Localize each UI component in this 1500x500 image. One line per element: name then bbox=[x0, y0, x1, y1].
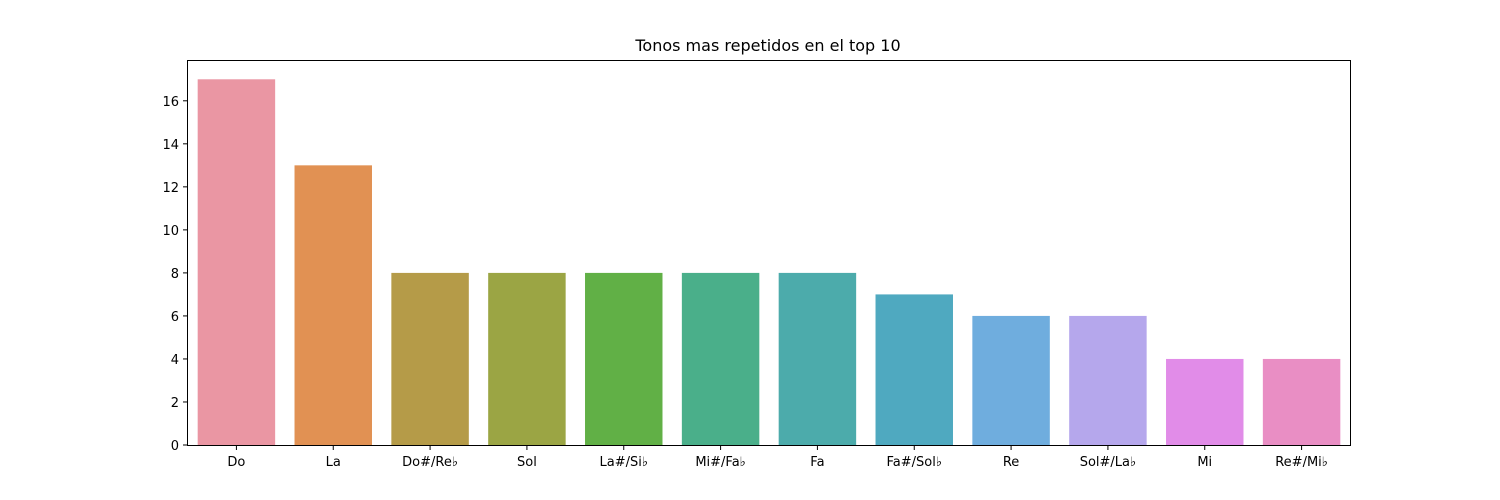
chart-title: Tonos mas repetidos en el top 10 bbox=[634, 36, 900, 55]
x-tick-label: Mi bbox=[1197, 455, 1212, 470]
x-tick-label: La bbox=[326, 455, 341, 470]
x-tick-label: Re#/Mi♭ bbox=[1275, 455, 1328, 470]
y-tick-label: 14 bbox=[162, 138, 179, 153]
y-tick-label: 16 bbox=[162, 95, 179, 110]
x-tick-label: Fa bbox=[810, 455, 824, 470]
bar-2 bbox=[391, 272, 469, 445]
x-tick-label: Mi#/Fa♭ bbox=[695, 455, 745, 470]
y-tick-label: 10 bbox=[162, 224, 179, 239]
y-tick-label: 2 bbox=[171, 396, 179, 411]
x-tick-label: Sol bbox=[517, 455, 537, 470]
y-tick-label: 4 bbox=[171, 353, 179, 368]
x-tick-label: Do bbox=[227, 455, 245, 470]
x-axis: Do La Do#/Re♭ Sol La#/Si♭ Mi#/Fa♭ Fa Fa#/Sol♭ Re… bbox=[227, 445, 1328, 470]
x-tick-label: Fa#/Sol♭ bbox=[887, 455, 942, 470]
bar-5 bbox=[681, 272, 760, 445]
bar-7 bbox=[875, 294, 953, 445]
y-tick-label: 6 bbox=[171, 310, 179, 325]
plot-frame bbox=[187, 60, 1351, 446]
x-tick-label: Do#/Re♭ bbox=[402, 455, 458, 470]
bar-10 bbox=[1166, 358, 1244, 445]
x-tick-label: Sol#/La♭ bbox=[1080, 455, 1136, 470]
bar-6 bbox=[778, 272, 857, 445]
bar-11 bbox=[1262, 358, 1341, 445]
y-tick-label: 0 bbox=[171, 439, 179, 454]
bars-layer bbox=[197, 79, 1341, 445]
bar-4 bbox=[585, 272, 663, 445]
y-axis: 0 2 4 6 8 10 12 14 16 bbox=[162, 95, 188, 454]
bar-3 bbox=[488, 272, 566, 445]
bar-0 bbox=[197, 79, 276, 445]
x-tick-label: Re bbox=[1003, 455, 1019, 470]
bar-9 bbox=[1069, 315, 1147, 445]
bar-8 bbox=[972, 315, 1050, 445]
bar-1 bbox=[294, 165, 372, 445]
x-tick-label: La#/Si♭ bbox=[600, 455, 648, 470]
y-tick-label: 8 bbox=[171, 267, 179, 282]
y-tick-label: 12 bbox=[162, 181, 179, 196]
